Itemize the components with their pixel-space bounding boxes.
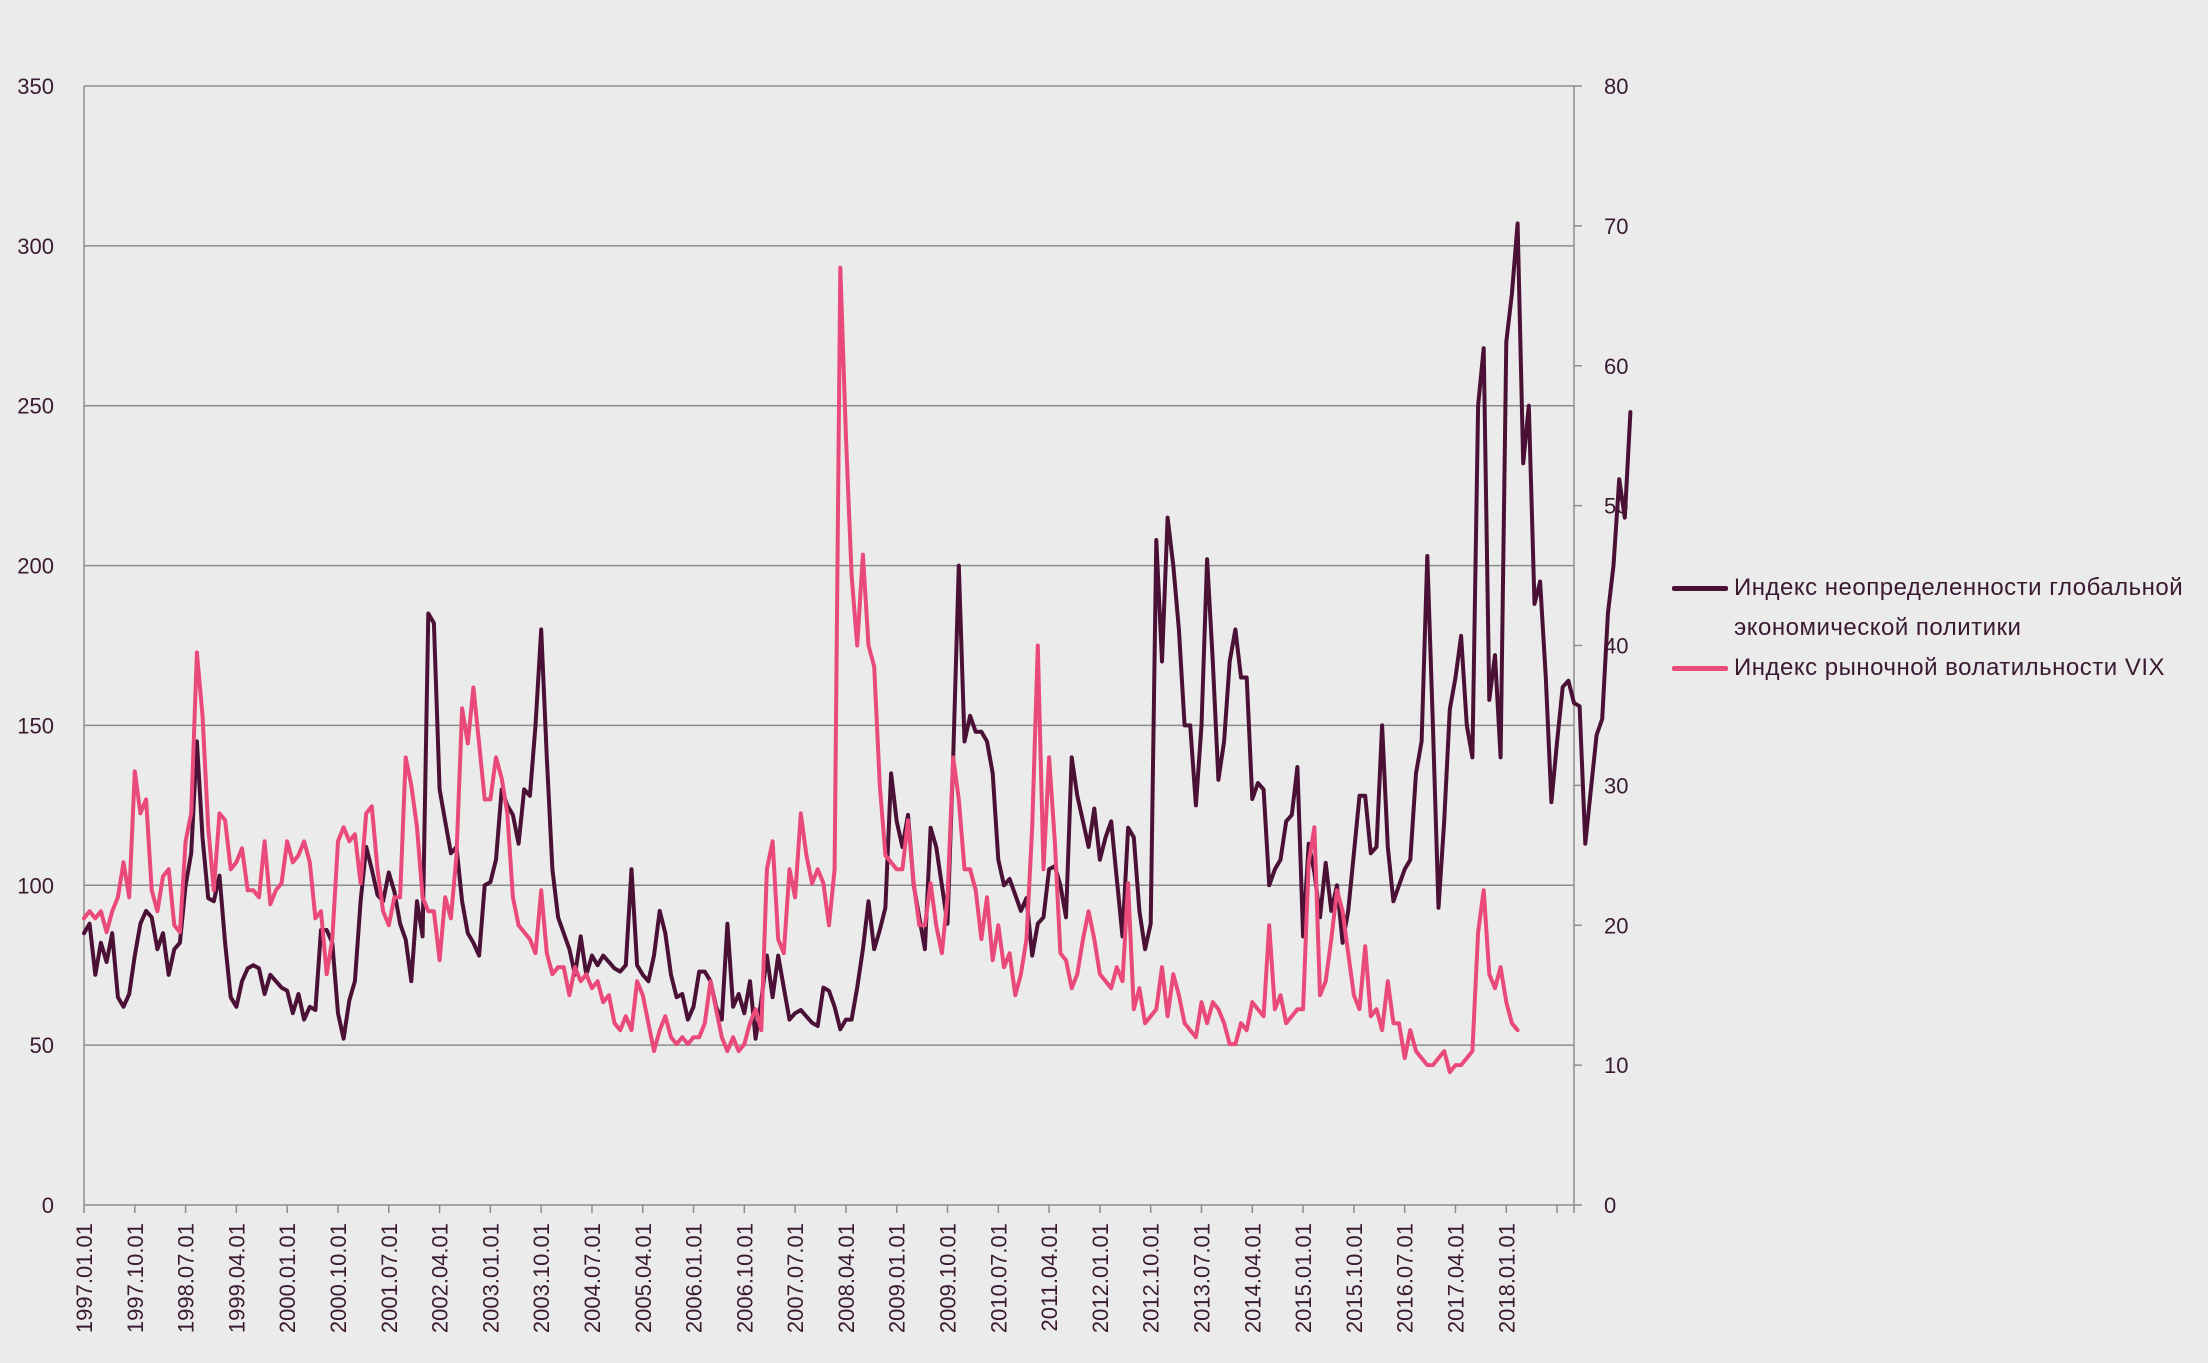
x-tick-label: 2013.07.01 [1190,1223,1215,1333]
x-tick-label: 2008.04.01 [834,1223,859,1333]
y-left-tick-label: 350 [17,74,54,99]
y-right-tick-label: 30 [1604,773,1628,798]
x-tick-label: 2012.01.01 [1088,1223,1113,1333]
y-left-tick-label: 250 [17,394,54,419]
y-left-tick-label: 200 [17,554,54,579]
x-tick-label: 2018.01.01 [1494,1223,1519,1333]
x-tick-label: 2006.01.01 [682,1223,707,1333]
y-right-tick-label: 10 [1604,1053,1628,1078]
x-tick-label: 1999.04.01 [224,1223,249,1333]
y-right-tick-label: 0 [1604,1193,1616,1218]
y-right-tick-label: 80 [1604,74,1628,99]
legend: Индекс неопределенности глобальной эконо… [1672,568,2192,688]
x-tick-label: 2010.07.01 [986,1223,1011,1333]
x-tick-label: 2003.10.01 [529,1223,554,1333]
series-line-vix [84,268,1518,1072]
x-tick-label: 2007.07.01 [783,1223,808,1333]
x-tick-label: 2016.07.01 [1393,1223,1418,1333]
x-tick-label: 2000.01.01 [275,1223,300,1333]
x-tick-label: 2015.01.01 [1291,1223,1316,1333]
x-tick-label: 2017.04.01 [1443,1223,1468,1333]
y-left-tick-label: 0 [42,1193,54,1218]
x-tick-label: 1997.10.01 [123,1223,148,1333]
x-tick-label: 2015.10.01 [1342,1223,1367,1333]
legend-item-policy-uncertainty: Индекс неопределенности глобальной эконо… [1672,568,2192,648]
x-tick-label: 2009.10.01 [936,1223,961,1333]
x-tick-label: 1998.07.01 [174,1223,199,1333]
y-right-tick-label: 60 [1604,354,1628,379]
legend-item-vix: Индекс рыночной волатильности VIX [1672,648,2192,688]
y-right-tick-label: 70 [1604,214,1628,239]
legend-label-vix: Индекс рыночной волатильности VIX [1734,654,2165,681]
y-left-tick-label: 300 [17,234,54,259]
y-left-tick-label: 100 [17,873,54,898]
legend-label-policy-uncertainty: Индекс неопределенности глобальной эконо… [1734,574,2183,641]
x-tick-label: 2011.04.01 [1037,1223,1062,1331]
x-tick-label: 2003.01.01 [478,1223,503,1333]
legend-swatch-vix [1672,666,1728,671]
x-tick-label: 2002.04.01 [428,1223,453,1333]
x-tick-label: 2000.10.01 [326,1223,351,1333]
x-tick-label: 2006.10.01 [732,1223,757,1333]
x-tick-label: 2012.10.01 [1139,1223,1164,1333]
x-tick-label: 2014.04.01 [1240,1223,1265,1333]
x-tick-label: 2004.07.01 [580,1223,605,1333]
x-tick-label: 1997.01.01 [72,1223,97,1333]
y-left-tick-label: 150 [17,713,54,738]
y-right-tick-label: 20 [1604,913,1628,938]
y-left-tick-label: 50 [30,1033,54,1058]
legend-swatch-policy-uncertainty [1672,586,1728,591]
x-tick-label: 2009.01.01 [885,1223,910,1333]
x-tick-label: 2005.04.01 [631,1223,656,1333]
x-tick-label: 2001.07.01 [377,1223,402,1333]
